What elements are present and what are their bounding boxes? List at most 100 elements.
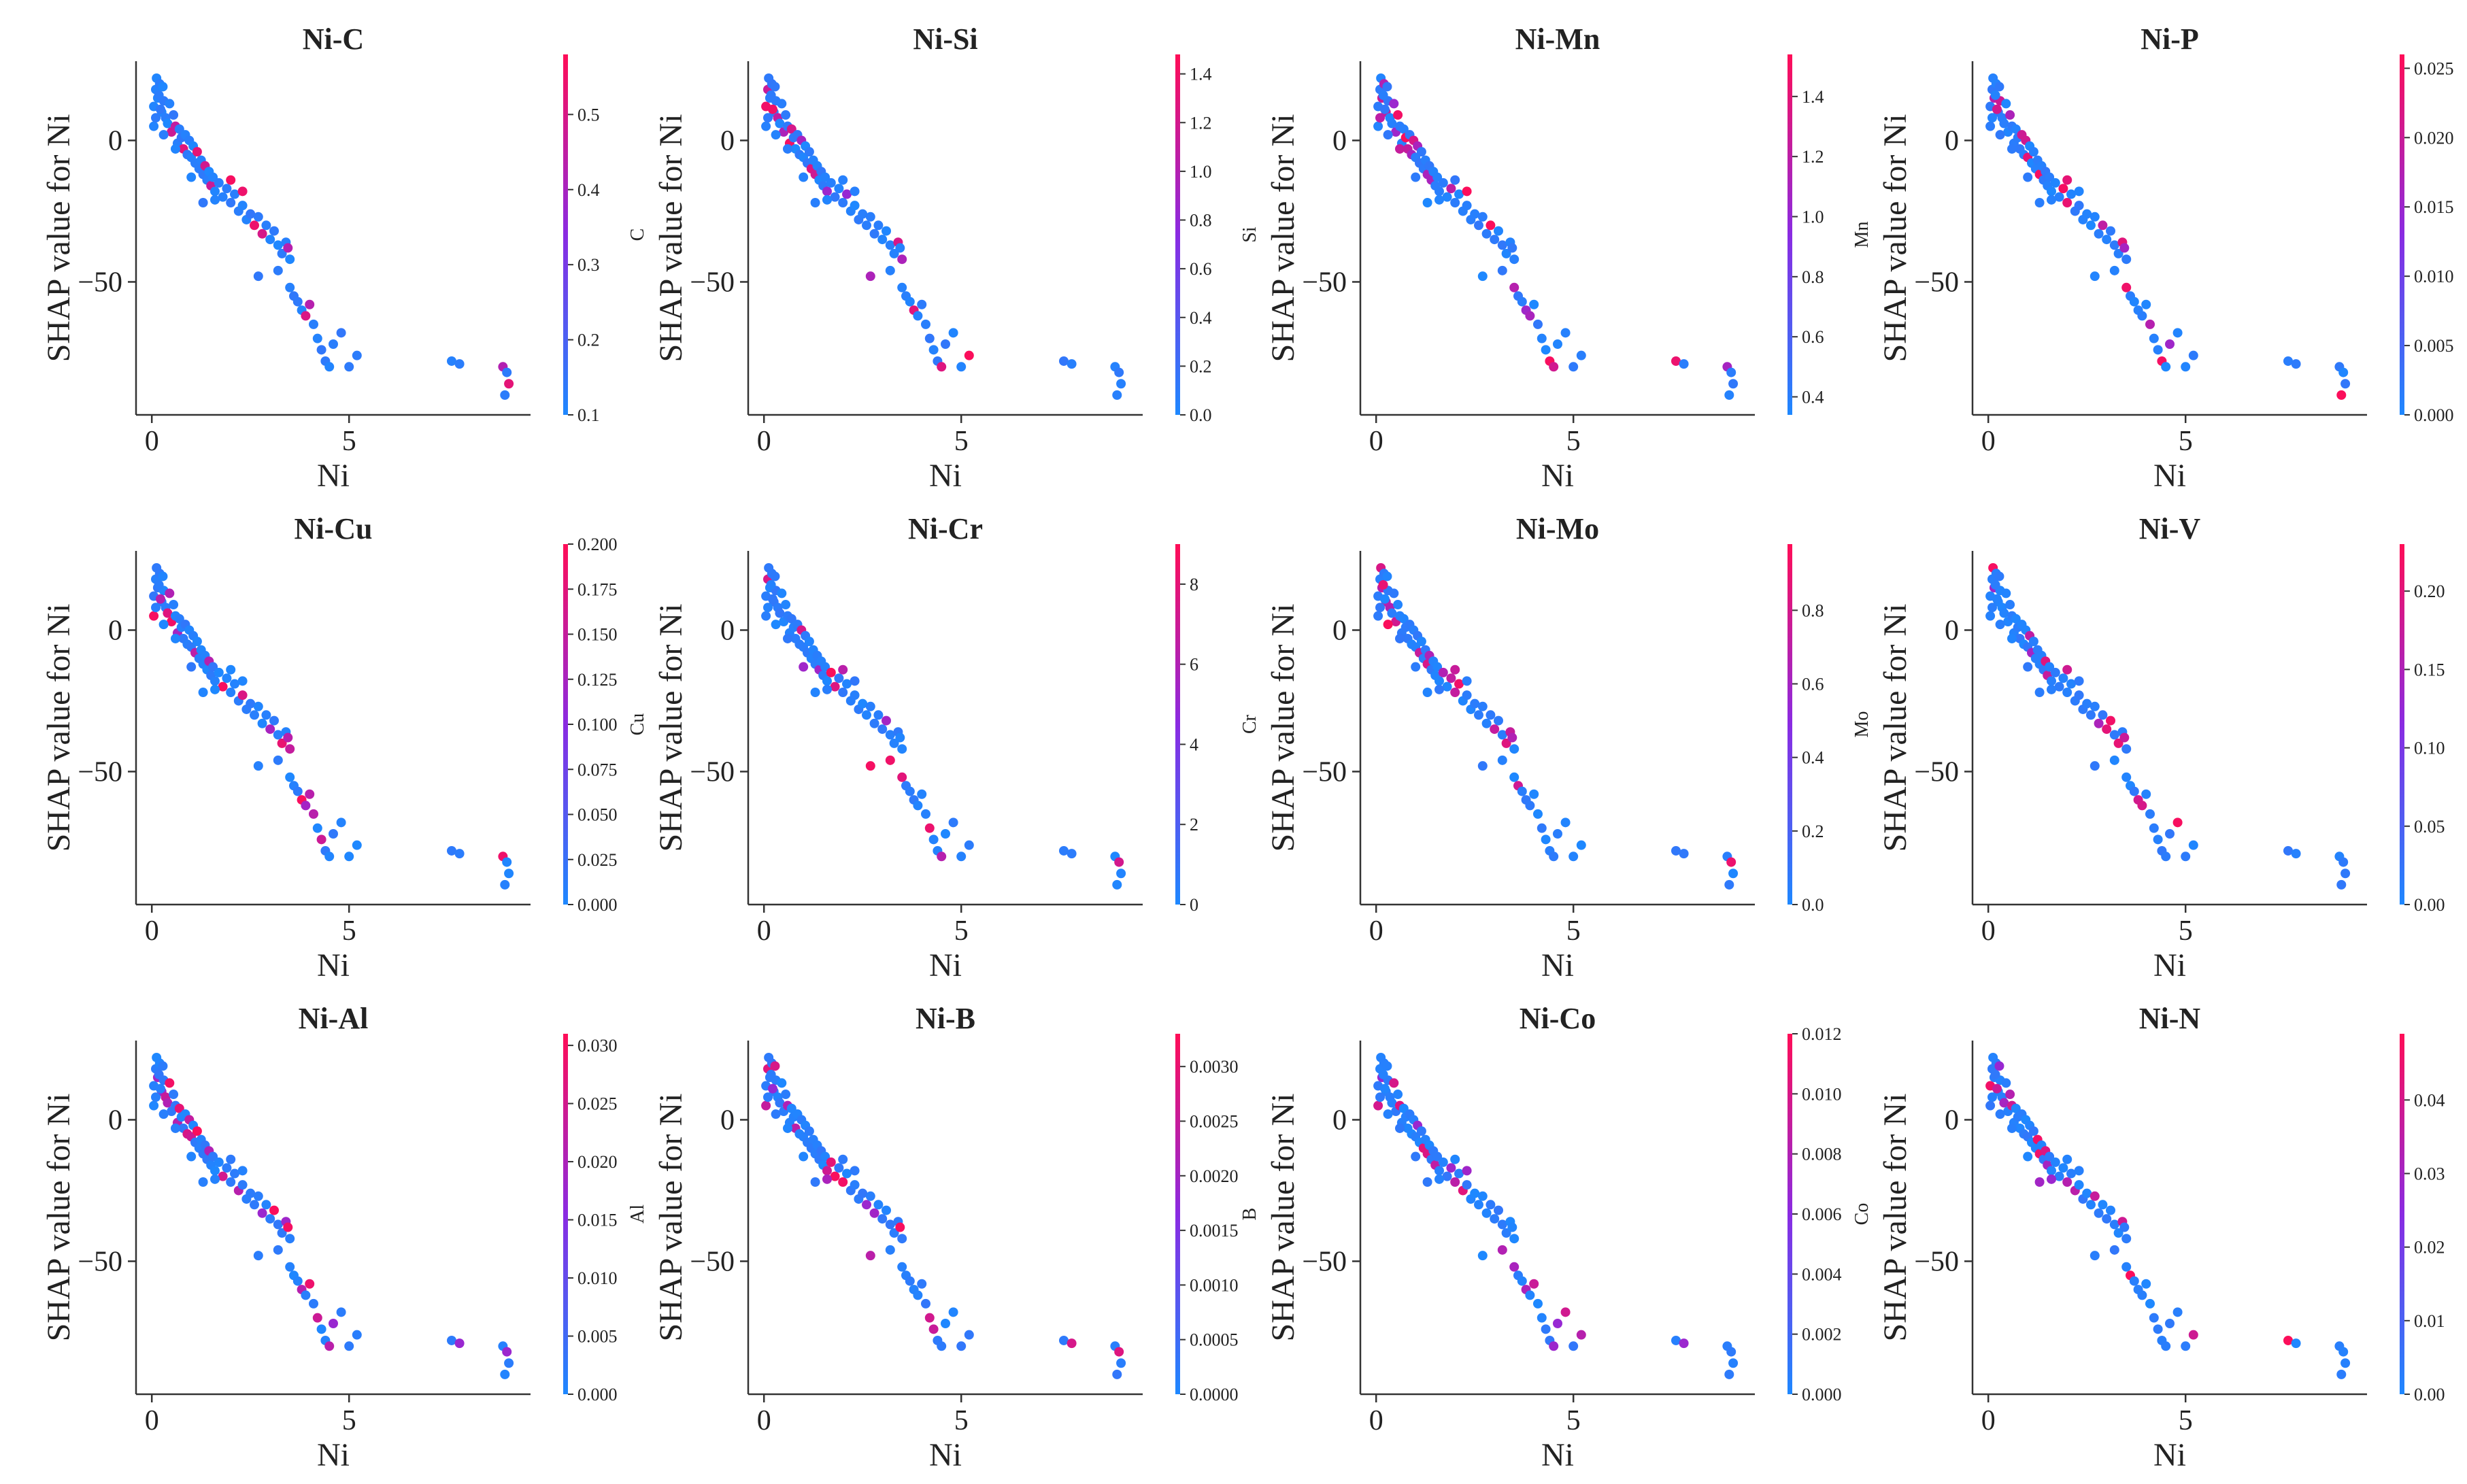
- data-point: [273, 265, 283, 275]
- data-point: [1067, 359, 1077, 369]
- data-point: [1537, 1313, 1547, 1323]
- data-point: [842, 1168, 852, 1179]
- data-point: [770, 1061, 780, 1071]
- colorbar-tick-label: 0.075: [577, 760, 618, 779]
- data-point: [2045, 662, 2055, 672]
- data-point: [1724, 879, 1734, 890]
- data-point: [1497, 240, 1507, 250]
- data-point: [1378, 579, 1388, 590]
- data-point: [1059, 845, 1069, 856]
- data-point: [283, 732, 293, 743]
- colorbar-label: Co: [1851, 1203, 1873, 1226]
- data-point: [2106, 715, 2115, 726]
- data-point: [169, 600, 179, 610]
- data-point: [1679, 1338, 1689, 1349]
- x-axis-label: Ni: [929, 947, 962, 983]
- data-point: [882, 1205, 891, 1215]
- data-point: [777, 1078, 787, 1088]
- data-point: [1462, 1166, 1472, 1176]
- y-axis-label: SHAP value for Ni: [653, 114, 689, 362]
- colorbar-tick-label: 0.0010: [1190, 1275, 1239, 1295]
- data-point: [1728, 869, 1739, 879]
- data-point: [253, 212, 263, 222]
- data-point: [1383, 1109, 1393, 1119]
- data-point: [1116, 379, 1126, 389]
- data-point: [897, 1234, 907, 1244]
- data-point: [265, 235, 275, 245]
- colorbar-label: Mn: [1851, 222, 1873, 248]
- colorbar-tick-label: 0.01: [2414, 1311, 2445, 1331]
- data-point: [2062, 175, 2072, 185]
- data-point: [1481, 1208, 1492, 1218]
- data-point: [2121, 254, 2132, 265]
- data-point: [766, 90, 776, 100]
- data-point: [2181, 851, 2191, 862]
- colorbar: [563, 544, 568, 905]
- data-point: [873, 710, 884, 720]
- data-point: [1375, 603, 1385, 613]
- data-point: [1985, 121, 1996, 131]
- data-point: [842, 679, 852, 689]
- data-point: [253, 1251, 263, 1261]
- y-axis-label: SHAP value for Ni: [1877, 1094, 1913, 1342]
- data-point: [2034, 198, 2045, 207]
- data-point: [1375, 113, 1385, 123]
- data-point: [1474, 1200, 1483, 1210]
- data-point: [2011, 124, 2021, 134]
- data-point: [2109, 265, 2119, 275]
- data-point: [344, 851, 354, 862]
- data-point: [1112, 879, 1122, 890]
- data-point: [237, 186, 248, 197]
- data-point: [2066, 1168, 2076, 1179]
- data-point: [1450, 175, 1460, 185]
- data-point: [897, 282, 907, 292]
- data-point: [869, 718, 879, 728]
- data-point: [2066, 189, 2076, 199]
- data-point: [2109, 730, 2119, 740]
- data-point: [1450, 198, 1460, 207]
- data-point: [777, 588, 787, 598]
- data-point: [1434, 676, 1444, 686]
- data-point: [218, 192, 228, 202]
- colorbar-tick-label: 0.000: [577, 895, 618, 915]
- colorbar-tick-label: 0.015: [577, 1211, 618, 1230]
- data-point: [174, 613, 184, 624]
- colorbar-tick-label: 0.020: [577, 1152, 618, 1172]
- subplot-title: Ni-Mo: [1516, 512, 1599, 545]
- colorbar-tick-label: 0.025: [577, 850, 618, 870]
- data-point: [226, 175, 236, 185]
- data-point: [810, 198, 820, 207]
- data-point: [261, 220, 271, 231]
- data-point: [822, 684, 832, 694]
- data-point: [2023, 1151, 2033, 1162]
- data-point: [151, 113, 161, 123]
- data-point: [937, 362, 947, 372]
- y-tick-label: 0: [720, 615, 735, 646]
- data-point: [2113, 248, 2124, 258]
- data-point: [253, 761, 263, 771]
- data-point: [850, 676, 860, 686]
- y-tick-label: 0: [1332, 615, 1347, 646]
- data-point: [265, 1214, 275, 1224]
- data-point: [336, 1307, 346, 1317]
- data-point: [781, 1090, 791, 1100]
- data-point: [1541, 1324, 1551, 1334]
- data-point: [1383, 620, 1393, 630]
- data-point: [917, 789, 927, 799]
- data-point: [261, 710, 271, 720]
- data-point: [226, 1177, 236, 1187]
- data-point: [1501, 1228, 1511, 1238]
- colorbar-tick-label: 0.3: [577, 255, 600, 275]
- data-point: [865, 271, 875, 282]
- data-point: [1379, 104, 1390, 114]
- colorbar-tick-label: 0.012: [1802, 1024, 1842, 1044]
- data-point: [897, 772, 907, 782]
- colorbar-tick-label: 0.006: [1802, 1204, 1842, 1224]
- data-point: [154, 579, 164, 590]
- data-point: [1454, 679, 1464, 689]
- data-point: [804, 1126, 814, 1136]
- data-point: [1450, 664, 1460, 675]
- data-point: [895, 243, 905, 253]
- data-point: [1462, 676, 1472, 686]
- colorbar-tick-label: 0.00: [2414, 895, 2445, 915]
